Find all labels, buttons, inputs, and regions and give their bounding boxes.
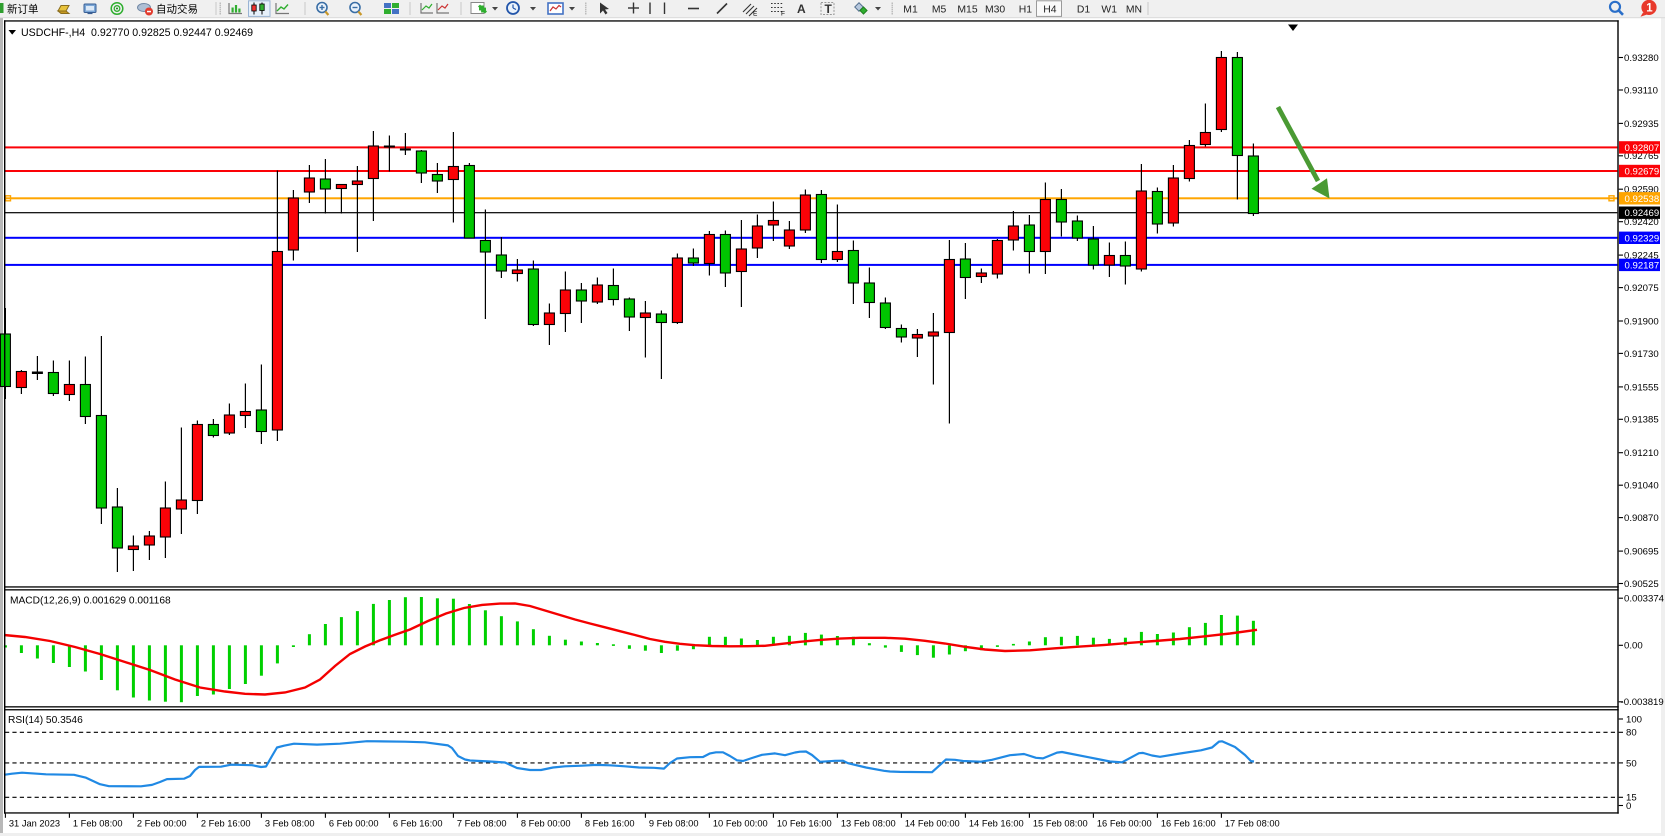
svg-text:0.92765: 0.92765 [1624,151,1659,162]
svg-text:M15: M15 [957,5,977,16]
svg-text:0.92935: 0.92935 [1624,119,1659,130]
svg-text:16 Feb 00:00: 16 Feb 00:00 [1097,818,1152,828]
svg-text:A: A [797,2,806,16]
svg-text:9 Feb 08:00: 9 Feb 08:00 [649,818,699,828]
svg-text:15: 15 [1626,793,1637,804]
svg-text:1 Feb 08:00: 1 Feb 08:00 [73,818,123,828]
svg-text:1: 1 [1646,3,1653,15]
svg-text:0.92420: 0.92420 [1624,217,1659,228]
svg-text:H1: H1 [1019,5,1033,16]
svg-text:0.003374: 0.003374 [1624,594,1665,605]
svg-text:D1: D1 [1077,5,1091,16]
svg-text:0.91730: 0.91730 [1624,349,1659,360]
svg-text:0.92075: 0.92075 [1624,283,1659,294]
svg-text:0.91040: 0.91040 [1624,481,1659,492]
svg-text:10 Feb 00:00: 10 Feb 00:00 [713,818,768,828]
svg-text:0.93110: 0.93110 [1624,85,1658,96]
svg-text:8 Feb 00:00: 8 Feb 00:00 [521,818,571,828]
svg-text:0.91900: 0.91900 [1624,316,1659,327]
svg-text:7 Feb 08:00: 7 Feb 08:00 [457,818,507,828]
svg-text:0.91385: 0.91385 [1624,415,1659,426]
svg-text:3 Feb 08:00: 3 Feb 08:00 [265,818,315,828]
svg-text:M5: M5 [932,5,947,16]
svg-text:0.92679: 0.92679 [1625,167,1660,178]
svg-text:0.92329: 0.92329 [1625,233,1660,244]
svg-text:0.91555: 0.91555 [1624,382,1659,393]
svg-text:14 Feb 16:00: 14 Feb 16:00 [969,818,1024,828]
svg-text:0.90525: 0.90525 [1624,579,1659,590]
svg-text:M1: M1 [903,5,918,16]
svg-text:M30: M30 [985,5,1005,16]
svg-text:6 Feb 16:00: 6 Feb 16:00 [393,818,443,828]
svg-text:RSI(14) 50.3546: RSI(14) 50.3546 [8,715,83,726]
svg-text:0.92807: 0.92807 [1625,143,1660,154]
svg-text:0: 0 [1626,801,1631,812]
svg-text:2 Feb 00:00: 2 Feb 00:00 [137,818,187,828]
svg-text:0.91210: 0.91210 [1624,448,1659,459]
svg-text:31 Jan 2023: 31 Jan 2023 [9,818,60,828]
svg-text:2 Feb 16:00: 2 Feb 16:00 [201,818,251,828]
svg-text:6 Feb 00:00: 6 Feb 00:00 [329,818,379,828]
svg-text:0.92469: 0.92469 [1625,208,1660,219]
svg-text:10 Feb 16:00: 10 Feb 16:00 [777,818,832,828]
svg-text:13 Feb 08:00: 13 Feb 08:00 [841,818,896,828]
svg-text:50: 50 [1626,758,1637,769]
svg-text:15 Feb 08:00: 15 Feb 08:00 [1033,818,1088,828]
svg-text:0.90695: 0.90695 [1624,547,1659,558]
svg-text:自动交易: 自动交易 [156,3,198,16]
svg-text:14 Feb 00:00: 14 Feb 00:00 [905,818,960,828]
svg-text:0.00: 0.00 [1624,641,1643,652]
svg-text:80: 80 [1626,728,1637,739]
svg-text:H4: H4 [1043,5,1057,16]
svg-text:0.92245: 0.92245 [1624,251,1659,262]
svg-text:W1: W1 [1101,5,1117,16]
svg-text:0.93280: 0.93280 [1624,53,1659,64]
svg-text:MACD(12,26,9) 0.001629 0.00116: MACD(12,26,9) 0.001629 0.001168 [10,596,171,607]
svg-text:8 Feb 16:00: 8 Feb 16:00 [585,818,635,828]
svg-text:17 Feb 08:00: 17 Feb 08:00 [1225,818,1280,828]
svg-text:0.92187: 0.92187 [1625,260,1660,271]
svg-text:USDCHF-,H4 0.92770 0.92825 0.: USDCHF-,H4 0.92770 0.92825 0.92447 0.924… [21,27,253,39]
svg-text:-0.003819: -0.003819 [1621,697,1664,708]
svg-text:T: T [825,2,833,16]
svg-text:E: E [753,11,758,18]
svg-text:0.92590: 0.92590 [1624,185,1659,196]
svg-text:新订单: 新订单 [7,3,39,16]
svg-text:0.92538: 0.92538 [1625,194,1660,205]
svg-text:F: F [781,11,785,18]
svg-text:16 Feb 16:00: 16 Feb 16:00 [1161,818,1216,828]
svg-text:0.90870: 0.90870 [1624,513,1659,524]
svg-text:100: 100 [1626,714,1642,725]
svg-text:MN: MN [1126,5,1142,16]
